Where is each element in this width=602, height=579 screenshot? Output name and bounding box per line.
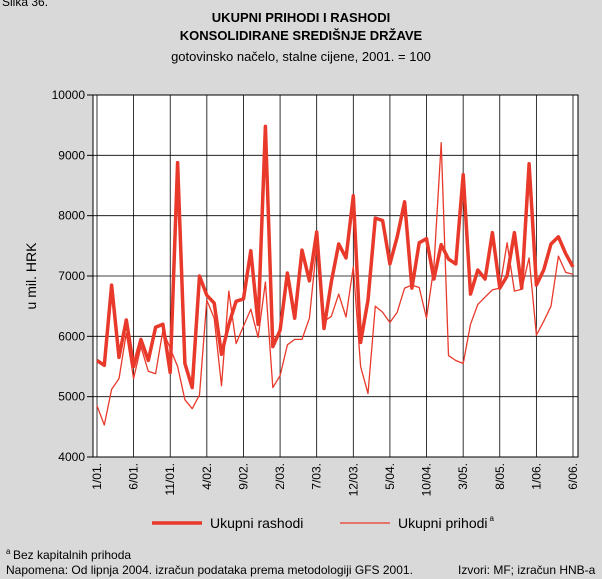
figure-label: Slika 36. xyxy=(2,0,48,9)
note: Napomena: Od lipnja 2004. izračun podata… xyxy=(6,563,413,577)
x-tick-label: 8/05. xyxy=(493,463,507,490)
x-tick-label: 12/03. xyxy=(346,463,360,496)
x-tick-label: 5/04. xyxy=(383,463,397,490)
legend-footnote-marker: a xyxy=(490,514,495,523)
legend-label: Ukupni prihodi xyxy=(398,515,488,531)
x-tick-label: 3/05. xyxy=(456,463,470,490)
x-tick-label: 1/06. xyxy=(529,463,543,490)
source: Izvori: MF; izračun HNB-a xyxy=(458,563,596,577)
y-tick-label: 9000 xyxy=(58,148,85,162)
y-tick-label: 8000 xyxy=(58,209,85,223)
chart-subtitle: gotovinsko načelo, stalne cijene, 2001. … xyxy=(171,49,431,64)
x-tick-label: 6/01. xyxy=(127,463,141,490)
x-tick-label: 2/03. xyxy=(273,463,287,490)
y-tick-label: 4000 xyxy=(58,450,85,464)
y-axis-label: u mil. HRK xyxy=(23,242,39,310)
x-tick-label: 11/01. xyxy=(163,463,177,495)
x-tick-label: 10/04. xyxy=(420,463,434,496)
x-tick-label: 6/06. xyxy=(566,463,580,490)
footnote-marker: a xyxy=(6,547,11,556)
y-tick-label: 7000 xyxy=(58,269,85,283)
y-tick-label: 10000 xyxy=(52,88,86,102)
x-tick-label: 9/02. xyxy=(236,463,250,490)
legend-label: Ukupni rashodi xyxy=(210,515,303,531)
footnote: Bez kapitalnih prihoda xyxy=(13,548,131,562)
series-line xyxy=(96,124,575,390)
x-tick-label: 1/01. xyxy=(90,463,104,490)
y-tick-label: 6000 xyxy=(58,329,85,343)
chart-title: UKUPNI PRIHODI I RASHODI xyxy=(212,10,390,25)
plot-border xyxy=(92,94,579,458)
x-tick-label: 7/03. xyxy=(310,463,324,490)
y-tick-label: 5000 xyxy=(58,390,85,404)
series-line xyxy=(96,142,574,426)
chart-title: KONSOLIDIRANE SREDIŠNJE DRŽAVE xyxy=(180,28,423,43)
x-tick-label: 4/02. xyxy=(200,463,214,490)
